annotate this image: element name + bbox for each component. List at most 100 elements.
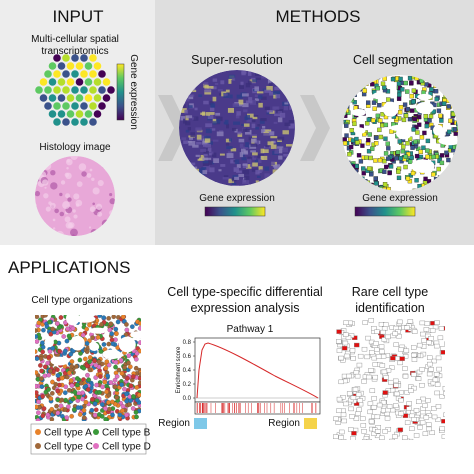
cell [49,391,55,396]
rare-cell [351,431,357,436]
cell [407,438,414,440]
pixel [225,142,230,146]
region-swatch [304,418,317,429]
spot [89,86,97,94]
cell [373,181,379,186]
tissue [75,199,83,207]
spot [62,102,70,110]
pixel [250,150,256,153]
cell [438,113,443,119]
cell [42,364,48,370]
pixel [272,164,278,168]
cell [448,118,453,124]
cell [438,326,445,331]
cell [348,144,354,150]
cell [389,365,395,370]
cell [35,339,40,344]
cell [423,176,428,182]
cell [411,99,416,105]
cell [424,123,429,129]
cell [342,137,347,142]
cell [55,397,61,403]
pixel [202,143,207,147]
pixel [208,160,213,165]
cell [81,408,87,413]
cell [361,171,366,176]
cell [417,425,423,430]
cell [397,92,402,98]
cell [128,364,133,370]
cell [46,387,51,392]
cell [407,75,413,81]
pixel [267,131,275,136]
cell [109,331,115,337]
cell [358,159,364,164]
pixel [232,103,240,107]
pixel [270,144,277,149]
pixel [276,149,283,154]
pixel [263,149,269,153]
pixel [288,123,295,129]
cell [113,359,119,365]
cell [415,376,422,381]
tissue [97,179,104,187]
cell [383,375,389,380]
cell [366,117,372,122]
cell [368,155,373,161]
spot [66,62,75,70]
cell [436,108,442,113]
tissue [66,159,71,163]
cell [113,364,118,370]
pixel [284,102,289,105]
cell [383,322,389,327]
cell [382,85,387,90]
cell [411,357,418,362]
cell [341,373,348,379]
cell [94,382,99,388]
pixel [245,129,252,135]
plot-title: Pathway 1 [227,324,274,335]
cell [411,417,417,422]
cell [371,118,376,123]
cell [435,417,441,422]
pixel [234,159,240,165]
pixel [205,128,212,134]
tissue [50,170,56,176]
cell [419,420,426,425]
tissue [65,193,71,199]
legend-swatch [35,429,41,435]
cell [423,113,428,119]
cell [356,362,363,368]
pixel [277,136,285,141]
cell [347,152,352,157]
spot [62,86,70,94]
tissue [44,186,47,189]
cell [62,390,68,396]
cell [103,365,109,371]
cell [102,379,108,385]
cell [371,404,377,410]
applications-title: APPLICATIONS [8,258,131,277]
gap [396,126,412,140]
cell [397,110,403,115]
cell [414,153,420,159]
pixel [263,132,270,137]
cell [395,150,401,155]
pixel [254,159,259,163]
cell [96,412,102,417]
gap [44,337,54,348]
cell [366,439,372,440]
legend-swatch [93,443,99,449]
cell [409,155,414,160]
cell [340,412,347,418]
cell [338,435,344,440]
tissue [49,202,56,209]
spot [98,70,106,78]
cell [439,118,444,123]
cell-type-map [35,315,141,421]
cell-segmentation-title: Cell segmentation [353,53,453,67]
tissue [86,173,92,178]
cell [411,385,417,391]
cell [87,359,92,365]
cell [420,396,426,402]
